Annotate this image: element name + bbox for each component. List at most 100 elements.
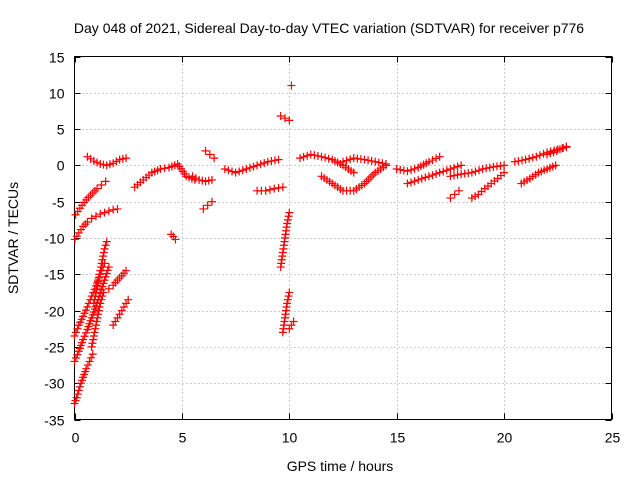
data-point [562,142,571,151]
data-point [70,235,79,244]
data-point [72,393,81,402]
data-point [551,161,560,170]
data-point-fill [98,292,107,301]
data-point [278,183,287,192]
data-series-arc-10 [83,152,131,170]
data-point [220,165,229,174]
data-point [446,165,455,174]
data-point-fill [428,156,437,165]
data-series-arc-08 [104,266,131,293]
data-series-arc-31 [510,143,571,166]
data-point-fill [283,215,292,224]
data-point-fill [369,170,378,179]
data-point-fill [73,390,82,399]
data-point [532,152,541,161]
data-point-fill [417,174,426,183]
data-point [381,159,390,168]
data-point-fill [471,167,480,176]
data-series-arc-30 [446,186,463,203]
data-point [283,299,292,308]
data-point [113,313,122,322]
data-point [122,299,131,308]
data-point-fill [284,212,293,221]
data-point [435,168,444,177]
data-point-fill [449,163,458,172]
data-point [231,168,240,177]
data-point [91,212,100,221]
data-point [261,186,270,195]
x-tick-label: 15 [390,430,406,446]
data-point [91,288,100,297]
y-tick-label: 15 [49,50,65,66]
data-point [210,154,219,163]
data-point-fill [528,153,537,162]
data-point [94,277,103,286]
y-tick-label: -5 [52,195,65,211]
y-tick-label: -30 [44,376,64,392]
data-series-arc-06 [87,288,108,351]
data-point [104,284,113,293]
data-point [500,161,509,170]
y-tick-label: -35 [44,413,64,429]
x-axis-title: GPS time / hours [287,458,394,474]
data-series-arc-16 [220,155,283,177]
data-point [100,244,109,253]
data-series-arc-22 [285,317,298,333]
data-point [89,332,98,341]
data-point [454,186,463,195]
data-point [287,81,296,90]
data-points [70,81,571,408]
data-series-arc-11 [130,159,199,192]
data-point-fill [525,154,534,163]
data-point-fill [94,306,103,315]
data-point [113,204,122,213]
data-point [109,321,118,330]
data-point-fill [99,252,108,261]
data-point [205,150,214,159]
data-point [124,295,133,304]
data-series-arc-14 [199,197,216,213]
data-point-fill [310,151,319,160]
data-point [94,310,103,319]
data-point [96,266,105,275]
data-point [371,157,380,166]
data-point-fill [362,177,371,186]
data-point [274,155,283,164]
data-point-fill [228,167,237,176]
data-point [203,201,212,210]
data-point-fill [535,151,544,160]
data-point-fill [514,157,523,166]
data-point [101,177,110,186]
data-series-arc-15 [201,146,219,163]
data-point-fill [428,171,437,180]
data-series-arc-19 [287,81,296,90]
data-point [109,205,118,214]
chart-title: Day 048 of 2021, Sidereal Day-to-day VTE… [74,20,584,36]
x-tick-label: 0 [72,430,80,446]
y-tick-label: -20 [44,304,64,320]
data-series-arc-13 [188,172,216,186]
data-point [207,197,216,206]
data-point-fill [94,273,103,282]
data-point [424,172,433,181]
data-point [89,299,98,308]
data-point-fill [407,178,416,187]
data-point-fill [90,295,99,304]
data-point-fill [97,295,106,304]
data-point [83,218,92,227]
data-point-fill [115,273,124,282]
data-point [171,235,180,244]
data-point-fill [72,232,81,241]
data-series-arc-09 [109,295,133,330]
data-point-fill [346,155,355,164]
data-point-fill [75,382,84,391]
data-point-fill [410,164,419,173]
data-point [403,167,412,176]
data-point [435,152,444,161]
data-point [285,324,294,333]
data-point [360,155,369,164]
y-tick-label: -10 [44,231,64,247]
data-point [276,112,285,121]
data-series-arc-17 [253,183,287,195]
data-point-fill [324,154,333,163]
